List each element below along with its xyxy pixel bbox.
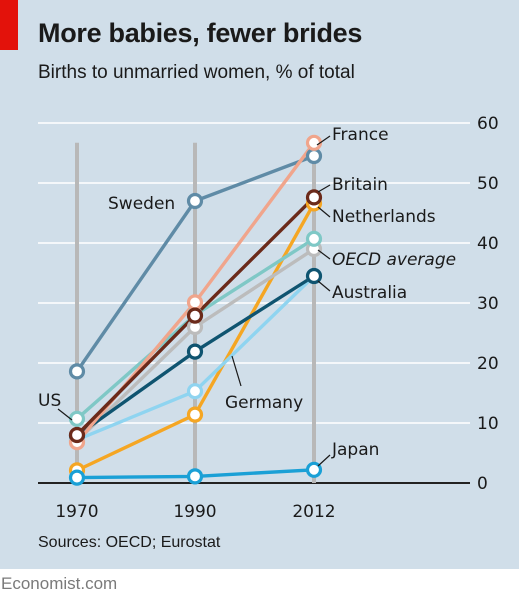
- label-leader: [317, 206, 331, 218]
- data-point: [305, 147, 323, 165]
- series-label-netherlands: Netherlands: [332, 207, 436, 227]
- data-point: [186, 343, 204, 360]
- data-point: [186, 383, 204, 400]
- gridlines: [38, 122, 470, 484]
- series-label-oecd-average: OECD average: [332, 250, 456, 270]
- label-leader: [317, 184, 331, 193]
- data-point: [186, 406, 204, 423]
- data-point: [68, 469, 86, 486]
- data-point: [68, 410, 86, 427]
- brand-red-tab: [0, 0, 18, 50]
- series-label-france: France: [332, 125, 389, 145]
- series-labels: France Britain Netherlands OECD average Aust…: [38, 125, 456, 467]
- series-label-britain: Britain: [332, 175, 388, 195]
- x-tick-label: 2012: [292, 502, 335, 522]
- data-point: [186, 468, 204, 485]
- line-chart: 0 10 20 30 40 50 60 1970 1990 2012 France Britain N…: [38, 114, 499, 522]
- brand-footer: Economist.com: [1, 574, 118, 593]
- series-points: [68, 134, 323, 486]
- axis-ticks: 0 10 20 30 40 50 60 1970 1990 2012: [55, 114, 498, 522]
- x-tick-label: 1990: [173, 502, 216, 522]
- y-tick-label: 40: [477, 234, 499, 254]
- data-point: [68, 426, 86, 444]
- data-point: [305, 134, 323, 151]
- label-leader: [57, 408, 73, 421]
- y-tick-label: 0: [477, 474, 488, 494]
- label-leader: [317, 280, 331, 292]
- label-leader: [231, 355, 242, 387]
- label-leader: [317, 454, 331, 467]
- chart-title: More babies, fewer brides: [38, 18, 363, 48]
- y-tick-label: 10: [477, 414, 499, 434]
- series-label-germany: Germany: [225, 393, 303, 413]
- data-point: [68, 363, 86, 380]
- y-tick-label: 30: [477, 294, 499, 314]
- data-point: [305, 230, 323, 247]
- data-point: [305, 267, 323, 285]
- data-point: [186, 294, 204, 311]
- label-leader: [317, 249, 331, 260]
- data-point: [186, 192, 204, 210]
- series-label-australia: Australia: [332, 283, 407, 303]
- data-point: [186, 307, 204, 324]
- data-point: [305, 461, 323, 478]
- x-tick-label: 1970: [55, 502, 98, 522]
- chart-subtitle: Births to unmarried women, % of total: [38, 62, 355, 83]
- data-point: [305, 189, 323, 206]
- y-tick-label: 60: [477, 114, 499, 134]
- series-label-us: US: [38, 391, 61, 411]
- series-label-japan: Japan: [331, 440, 379, 460]
- series-label-sweden: Sweden: [108, 194, 175, 214]
- y-tick-label: 50: [477, 174, 499, 194]
- label-leader: [316, 135, 331, 146]
- y-tick-label: 20: [477, 354, 499, 374]
- source-note: Sources: OECD; Eurostat: [38, 534, 221, 551]
